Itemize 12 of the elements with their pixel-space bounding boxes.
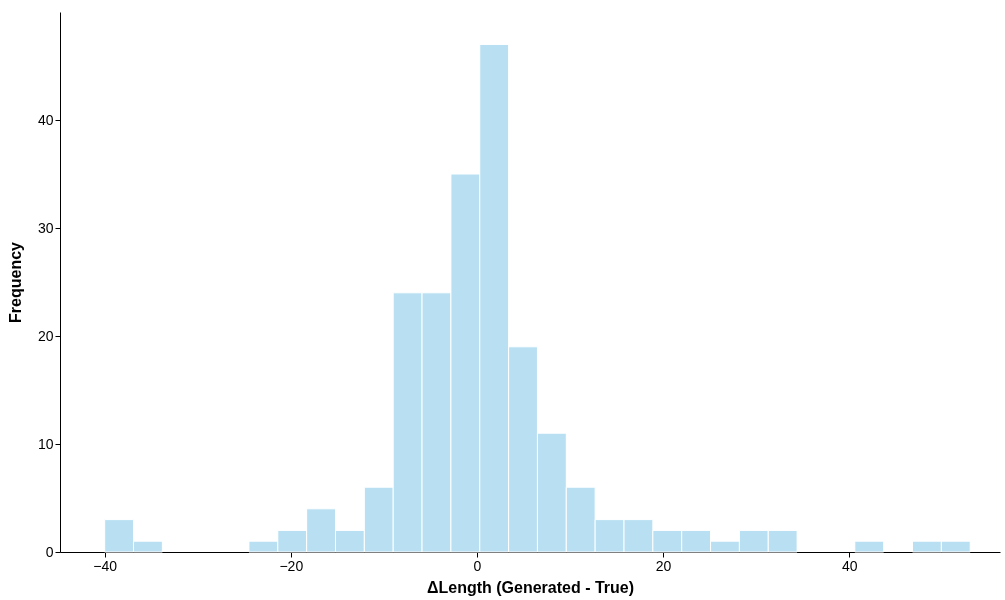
y-tick-label: 0 [45,543,54,560]
y-axis-title: Frequency [6,241,24,323]
x-tick-label: −20 [279,557,304,574]
y-tick-label: 20 [37,327,54,344]
x-tick-label: 0 [473,557,482,574]
x-tick-label: 20 [655,557,672,574]
y-tick-label: 10 [37,435,54,452]
y-tick-label: 30 [37,219,54,236]
x-tick-label: 40 [841,557,858,574]
x-tick-label: −40 [93,557,118,574]
y-tick-label: 40 [37,111,54,128]
x-axis-title: ΔLength (Generated - True) [426,578,635,596]
